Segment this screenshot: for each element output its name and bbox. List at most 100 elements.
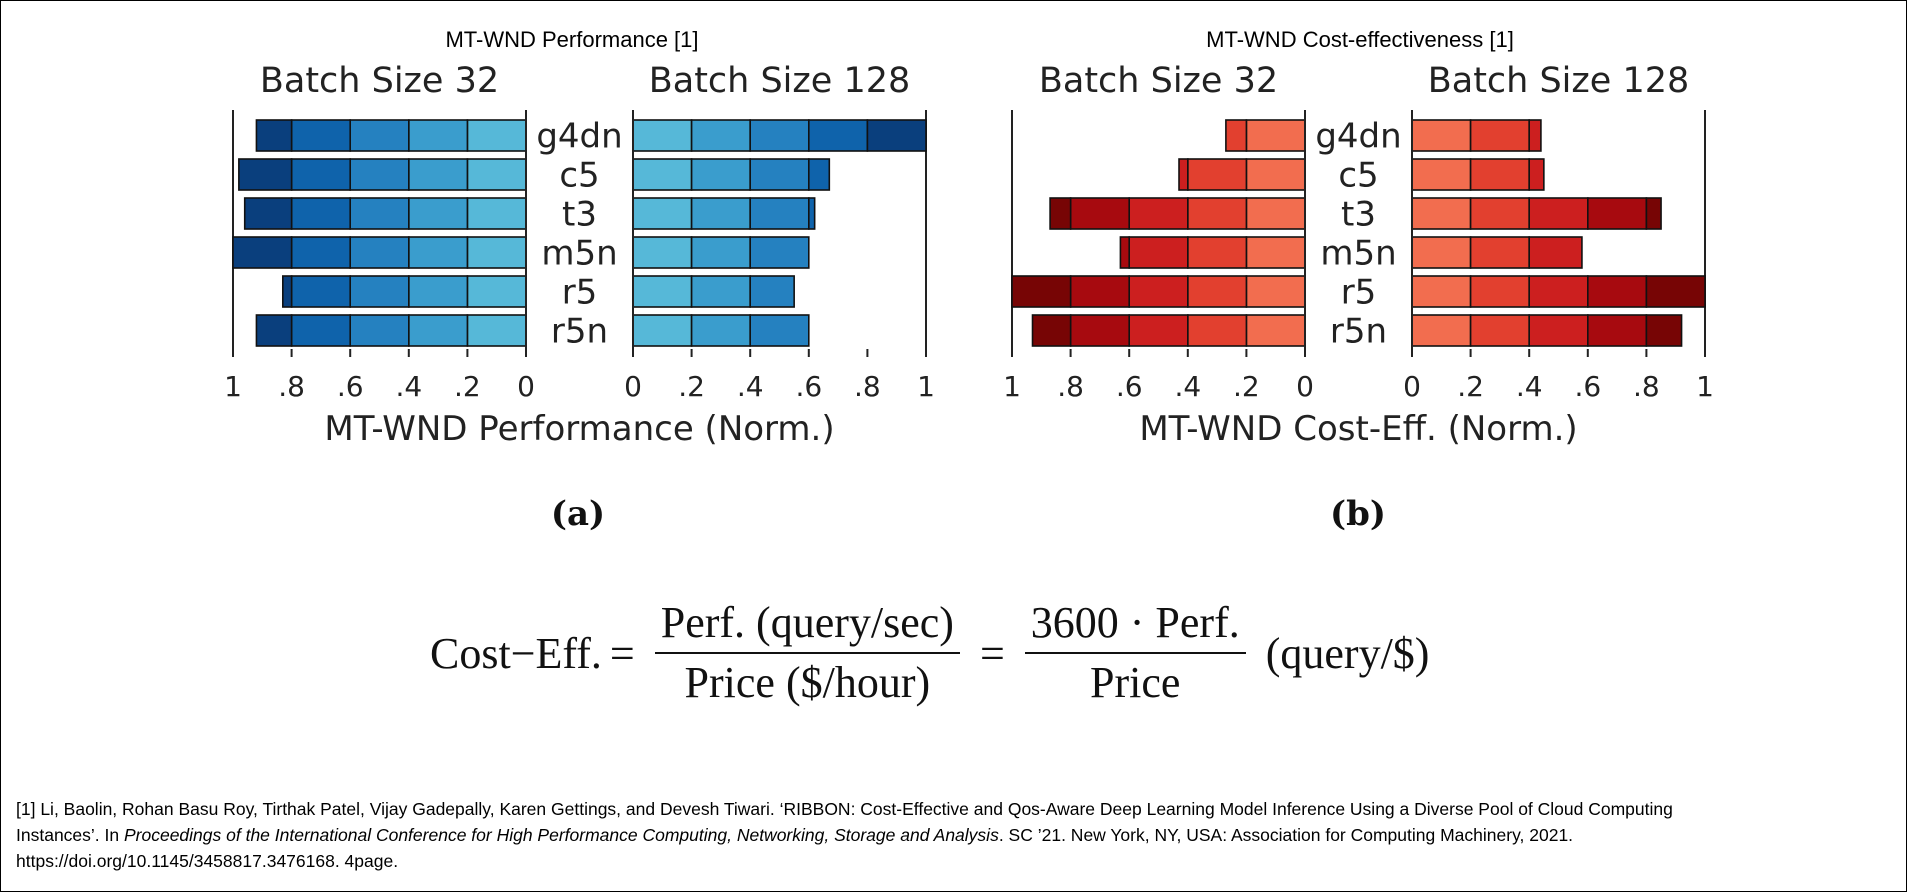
perf-bar-left-g4dn-seg5: [255, 119, 293, 152]
costeff-category-label-t3: t3: [1341, 195, 1376, 235]
perf-bar-right-g4dn-seg3: [749, 119, 810, 152]
costeff-left-tick-label-5: 0: [1296, 370, 1314, 403]
cost-effectiveness-formula: Cost−Eff. = Perf. (query/sec) Price ($/h…: [430, 588, 1437, 718]
costeff-bar-left-r5n-seg2: [1187, 314, 1248, 347]
perf-bar-right-r5-seg2: [690, 275, 751, 308]
formula-lhs: Cost−Eff.: [430, 628, 602, 678]
costeff-category-label-r5: r5: [1341, 273, 1377, 313]
perf-bar-right-g4dn-seg5: [866, 119, 927, 152]
costeff-bar-left-t3-seg2: [1187, 197, 1248, 230]
perf-bar-left-m5n-seg2: [407, 236, 469, 269]
costeff-bar-left-t3-seg3: [1128, 197, 1189, 230]
costeff-series-label-left: Batch Size 32: [1039, 61, 1278, 101]
perf-bar-right-t3-seg2: [690, 197, 751, 230]
perf-bar-left-g4dn-seg4: [290, 119, 352, 152]
costeff-left-tick-label-3: .4: [1174, 370, 1201, 403]
costeff-x-axis-label: MT-WND Cost-Eff. (Norm.): [1139, 409, 1577, 449]
perf-bar-right-c5-seg4: [807, 158, 831, 191]
reference-text-2: . SC ’21. New York, NY, USA: Association…: [16, 825, 1574, 871]
formula-fraction-1-numerator: Perf. (query/sec): [654, 599, 960, 654]
perf-bar-left-c5-seg4: [290, 158, 352, 191]
perf-right-tick-label-2: .4: [737, 370, 764, 403]
costeff-bar-left-t3-seg4: [1069, 197, 1130, 230]
perf-bar-right-r5n-seg2: [690, 314, 751, 347]
performance-figure-title: MT-WND Performance [1]: [445, 27, 699, 52]
perf-bar-right-r5-seg3: [749, 275, 795, 308]
perf-bar-left-r5-seg2: [407, 275, 469, 308]
costeff-bar-right-g4dn-seg3: [1528, 119, 1542, 152]
costeff-right-tick-label-2: .4: [1516, 370, 1543, 403]
formula-fraction-2-denominator: Price: [1090, 658, 1181, 707]
formula-fraction-2: 3600 · Perf. Price: [1024, 599, 1246, 707]
formula-equals-2: =: [979, 628, 1005, 678]
perf-bar-left-r5n-seg3: [349, 314, 410, 347]
perf-category-label-g4dn: g4dn: [536, 117, 622, 157]
perf-left-tick-label-2: .6: [337, 370, 364, 403]
costeff-bar-right-c5-seg3: [1528, 158, 1545, 191]
perf-category-label-r5: r5: [562, 273, 598, 313]
perf-bar-left-t3-seg5: [243, 197, 293, 230]
costeff-bar-left-r5n-seg3: [1128, 314, 1189, 347]
costeff-bar-left-r5n-seg4: [1069, 314, 1130, 347]
perf-bar-left-r5n-seg1: [466, 314, 527, 347]
cost-effectiveness-figure-title: MT-WND Cost-effectiveness [1]: [1206, 27, 1514, 52]
perf-right-tick-label-4: .8: [854, 370, 881, 403]
perf-bar-left-g4dn-seg2: [407, 119, 469, 152]
costeff-bar-right-r5-seg1: [1411, 275, 1472, 308]
costeff-bar-left-r5-seg1: [1245, 275, 1306, 308]
costeff-series-label-right: Batch Size 128: [1428, 61, 1690, 101]
perf-bar-right-c5-seg3: [749, 158, 810, 191]
costeff-bar-left-c5-seg2: [1187, 158, 1248, 191]
costeff-bar-right-t3-seg2: [1469, 197, 1530, 230]
perf-category-label-m5n: m5n: [541, 234, 617, 274]
perf-bar-left-r5-seg3: [349, 275, 410, 308]
perf-bar-right-m5n-seg1: [632, 236, 693, 269]
perf-right-tick-label-5: 1: [917, 370, 935, 403]
costeff-bar-left-t3-seg5: [1049, 197, 1072, 230]
costeff-bar-right-c5-seg2: [1469, 158, 1530, 191]
perf-bar-right-r5n-seg3: [749, 314, 810, 347]
formula-fraction-2-numerator: 3600 · Perf.: [1024, 599, 1246, 654]
perf-bar-right-t3-seg4: [807, 197, 816, 230]
costeff-bar-left-r5-seg5: [1011, 275, 1072, 308]
perf-bar-right-c5-seg2: [690, 158, 751, 191]
perf-bar-right-t3-seg1: [632, 197, 693, 230]
perf-bar-right-t3-seg3: [749, 197, 810, 230]
costeff-bar-right-r5-seg3: [1528, 275, 1589, 308]
costeff-bar-right-t3-seg5: [1645, 197, 1662, 230]
costeff-bar-left-c5-seg1: [1245, 158, 1306, 191]
costeff-bar-right-r5n-seg3: [1528, 314, 1589, 347]
perf-bar-left-t3-seg3: [349, 197, 410, 230]
perf-bar-left-r5n-seg4: [290, 314, 352, 347]
costeff-bar-right-t3-seg4: [1587, 197, 1648, 230]
perf-bar-left-g4dn-seg3: [349, 119, 410, 152]
perf-category-label-r5n: r5n: [551, 312, 608, 352]
perf-left-tick-label-0: 1: [224, 370, 242, 403]
costeff-bar-left-m5n-seg2: [1187, 236, 1248, 269]
perf-x-axis-label: MT-WND Performance (Norm.): [324, 409, 834, 449]
costeff-right-tick-label-4: .8: [1633, 370, 1660, 403]
costeff-left-tick-label-0: 1: [1003, 370, 1021, 403]
perf-bar-left-c5-seg3: [349, 158, 410, 191]
costeff-bar-left-r5n-seg1: [1245, 314, 1306, 347]
costeff-right-tick-label-0: 0: [1403, 370, 1421, 403]
perf-bar-left-r5n-seg5: [255, 314, 293, 347]
costeff-bar-right-r5n-seg1: [1411, 314, 1472, 347]
costeff-bar-left-m5n-seg3: [1128, 236, 1189, 269]
costeff-bar-right-m5n-seg1: [1411, 236, 1472, 269]
costeff-bar-left-m5n-seg4: [1119, 236, 1131, 269]
costeff-bar-right-r5n-seg5: [1645, 314, 1683, 347]
costeff-bar-right-c5-seg1: [1411, 158, 1472, 191]
costeff-bar-left-g4dn-seg2: [1225, 119, 1248, 152]
costeff-bar-right-g4dn-seg1: [1411, 119, 1472, 152]
costeff-bar-left-g4dn-seg1: [1245, 119, 1306, 152]
panel-label-b: (b): [1330, 494, 1386, 534]
costeff-bar-left-r5-seg3: [1128, 275, 1189, 308]
costeff-category-label-m5n: m5n: [1320, 234, 1396, 274]
perf-series-label-left: Batch Size 32: [260, 61, 499, 101]
costeff-bar-right-r5-seg4: [1587, 275, 1648, 308]
costeff-bar-left-r5-seg2: [1187, 275, 1248, 308]
costeff-left-tick-label-2: .6: [1116, 370, 1143, 403]
perf-bar-left-r5-seg5: [282, 275, 293, 308]
